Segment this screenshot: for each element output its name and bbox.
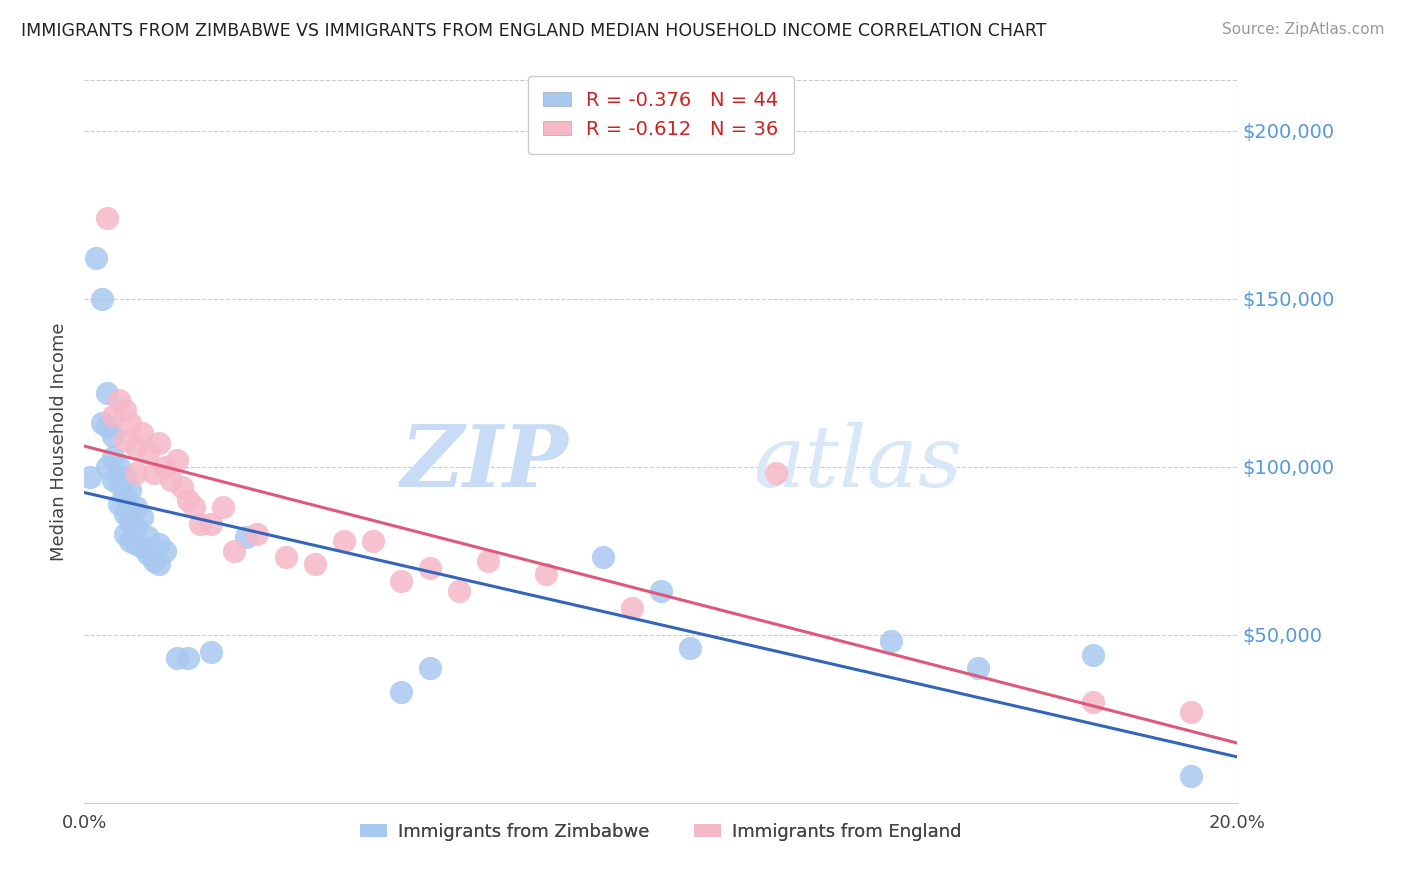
Point (96, 419, 118, 434)
Point (148, 558, 170, 572)
Point (650, 584, 672, 599)
Point (114, 402, 136, 417)
Point (621, 600, 644, 615)
Point (188, 516, 211, 531)
Point (177, 493, 200, 508)
Point (153, 543, 176, 558)
Point (125, 440, 148, 454)
Point (114, 490, 136, 504)
Point (96, 459, 118, 474)
Point (84, 252, 107, 266)
Point (103, 429, 124, 443)
Point (90, 292, 112, 306)
Point (96, 385, 118, 400)
Point (477, 554, 499, 568)
Point (108, 476, 131, 491)
Point (125, 500, 148, 514)
Point (125, 520, 148, 534)
Point (391, 574, 413, 588)
Point (142, 554, 165, 568)
Point (103, 450, 124, 464)
Point (1083, 648, 1105, 662)
Point (246, 527, 269, 541)
Y-axis label: Median Household Income: Median Household Income (49, 322, 67, 561)
Text: IMMIGRANTS FROM ZIMBABWE VS IMMIGRANTS FROM ENGLAND MEDIAN HOUSEHOLD INCOME CORR: IMMIGRANTS FROM ZIMBABWE VS IMMIGRANTS F… (21, 22, 1046, 40)
Point (136, 547, 159, 561)
Point (449, 584, 471, 599)
Point (1180, 705, 1202, 719)
Point (90, 416, 112, 430)
Point (108, 497, 131, 511)
Point (160, 473, 183, 487)
Point (114, 507, 136, 521)
Point (103, 473, 124, 487)
Point (114, 470, 136, 484)
Point (166, 651, 188, 665)
Text: ZIP: ZIP (401, 421, 568, 505)
Point (391, 685, 413, 699)
Point (183, 500, 205, 514)
Point (534, 567, 557, 582)
Point (153, 459, 176, 474)
Point (592, 550, 614, 565)
Point (120, 416, 142, 430)
Point (1083, 695, 1105, 709)
Point (177, 651, 200, 665)
Point (765, 467, 787, 481)
Point (142, 467, 165, 481)
Point (200, 516, 222, 531)
Point (166, 453, 188, 467)
Point (419, 661, 441, 675)
Point (304, 558, 326, 572)
Point (333, 533, 356, 548)
Point (361, 533, 384, 548)
Point (125, 467, 148, 481)
Point (235, 530, 257, 544)
Point (211, 500, 233, 514)
Point (131, 541, 153, 555)
Text: Source: ZipAtlas.com: Source: ZipAtlas.com (1222, 22, 1385, 37)
Point (1180, 769, 1202, 783)
Point (120, 483, 142, 498)
Point (108, 392, 131, 407)
Point (108, 459, 131, 474)
Point (679, 641, 702, 656)
Point (131, 510, 153, 524)
Legend: Immigrants from Zimbabwe, Immigrants from England: Immigrants from Zimbabwe, Immigrants fro… (353, 815, 969, 848)
Point (120, 533, 142, 548)
Point (120, 514, 142, 528)
Point (148, 537, 170, 551)
Point (880, 634, 903, 648)
Point (172, 480, 194, 494)
Point (967, 661, 990, 675)
Point (96, 211, 118, 225)
Point (276, 550, 298, 565)
Point (125, 537, 148, 551)
Point (200, 644, 222, 658)
Point (148, 436, 170, 450)
Point (114, 527, 136, 541)
Point (419, 560, 441, 574)
Point (224, 543, 246, 558)
Point (103, 409, 124, 424)
Point (136, 530, 159, 544)
Text: atlas: atlas (754, 422, 962, 505)
Point (79, 470, 101, 484)
Point (131, 426, 153, 441)
Point (136, 446, 159, 460)
Point (114, 433, 136, 447)
